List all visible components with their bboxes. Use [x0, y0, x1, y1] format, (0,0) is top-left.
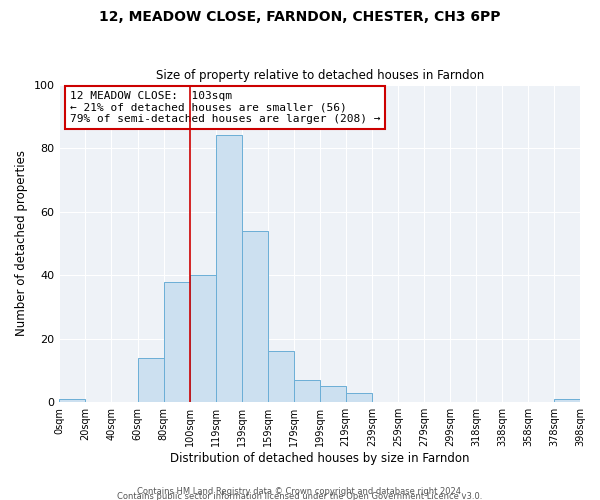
Bar [320, 386, 346, 402]
Bar [215, 136, 242, 402]
Text: Contains public sector information licensed under the Open Government Licence v3: Contains public sector information licen… [118, 492, 482, 500]
Text: 12, MEADOW CLOSE, FARNDON, CHESTER, CH3 6PP: 12, MEADOW CLOSE, FARNDON, CHESTER, CH3 … [99, 10, 501, 24]
Text: Contains HM Land Registry data © Crown copyright and database right 2024.: Contains HM Land Registry data © Crown c… [137, 486, 463, 496]
Bar [59, 399, 85, 402]
Bar [293, 380, 320, 402]
Bar [554, 399, 580, 402]
Bar [190, 275, 215, 402]
Bar [346, 392, 372, 402]
X-axis label: Distribution of detached houses by size in Farndon: Distribution of detached houses by size … [170, 452, 469, 465]
Text: 12 MEADOW CLOSE:  103sqm
← 21% of detached houses are smaller (56)
79% of semi-d: 12 MEADOW CLOSE: 103sqm ← 21% of detache… [70, 91, 380, 124]
Bar [268, 352, 293, 402]
Bar [242, 230, 268, 402]
Bar [164, 282, 190, 402]
Y-axis label: Number of detached properties: Number of detached properties [15, 150, 28, 336]
Title: Size of property relative to detached houses in Farndon: Size of property relative to detached ho… [155, 69, 484, 82]
Bar [137, 358, 164, 402]
